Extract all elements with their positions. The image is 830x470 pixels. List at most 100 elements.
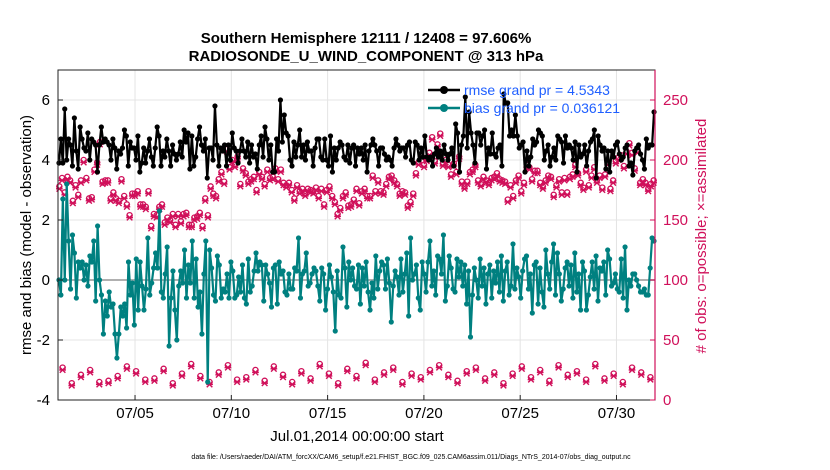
bias-point	[249, 283, 255, 289]
bias-point	[560, 286, 566, 292]
obs-assimilated-point	[412, 172, 420, 179]
rmse-point	[297, 127, 303, 133]
rmse-point	[320, 157, 326, 163]
rmse-point	[376, 163, 382, 169]
bias-point	[411, 271, 418, 277]
obs-low-assimilated-point	[68, 382, 76, 389]
rmse-point	[512, 112, 518, 118]
rmse-point	[641, 166, 648, 172]
rmse-point	[429, 163, 436, 169]
rmse-point	[428, 154, 434, 160]
bias-point	[574, 289, 580, 295]
obs-assimilated-point	[388, 174, 395, 182]
obs-assimilated-point	[609, 179, 617, 187]
rmse-point	[191, 163, 197, 169]
rmse-point	[119, 145, 126, 151]
rmse-point	[410, 160, 416, 166]
bias-point	[554, 250, 561, 256]
rmse-point	[480, 133, 486, 139]
bias-point	[326, 262, 333, 268]
x-tick-label: 07/25	[501, 405, 539, 422]
bias-point	[452, 289, 458, 295]
bias-point	[593, 253, 599, 259]
rmse-point	[370, 136, 376, 142]
rmse-point	[547, 163, 553, 169]
obs-low-assimilated-point	[298, 370, 305, 377]
obs-assimilated-point	[642, 181, 649, 189]
bias-point	[77, 265, 83, 271]
bias-point	[106, 289, 112, 295]
bias-point	[406, 313, 412, 319]
rmse-point	[356, 151, 362, 157]
obs-assimilated-point	[461, 185, 468, 193]
bias-point	[284, 292, 290, 298]
rmse-point	[198, 142, 205, 148]
obs-assimilated-point	[436, 132, 444, 140]
bias-point	[199, 331, 205, 337]
obs-low-assimilated-point	[399, 381, 406, 388]
rmse-point	[593, 175, 599, 181]
obs-low-assimilated-point	[261, 379, 269, 387]
rmse-point	[252, 151, 258, 157]
bias-point	[394, 274, 400, 280]
rmse-point	[487, 151, 493, 157]
obs-assimilated-point	[74, 193, 82, 201]
obs-assimilated-point	[620, 165, 628, 172]
obs-assimilated-point	[239, 167, 247, 175]
obs-low-assimilated-point	[601, 377, 608, 385]
bias-point	[110, 301, 116, 307]
obs-assimilated-point	[261, 183, 269, 190]
rmse-point	[117, 151, 124, 157]
obs-assimilated-point	[55, 185, 63, 193]
bias-point	[226, 295, 232, 301]
rmse-point	[441, 142, 447, 148]
obs-assimilated-point	[231, 163, 239, 171]
bias-point	[458, 259, 464, 265]
rmse-point	[150, 163, 156, 169]
bias-point	[527, 271, 533, 277]
bias-point	[589, 259, 595, 265]
bias-point	[207, 247, 213, 253]
rmse-point	[69, 163, 76, 169]
obs-assimilated-point	[83, 177, 90, 184]
bias-point	[350, 265, 356, 271]
rmse-point	[580, 151, 586, 157]
bias-point	[137, 259, 143, 265]
bias-point	[164, 244, 170, 250]
rmse-point	[526, 163, 532, 169]
obs-assimilated-point	[291, 197, 298, 205]
rmse-point	[447, 151, 453, 157]
rmse-point	[422, 133, 428, 139]
obs-assimilated-point	[196, 211, 204, 219]
obs-assimilated-point	[285, 181, 293, 189]
bias-point	[572, 250, 578, 256]
bias-point	[135, 307, 141, 313]
bias-point	[465, 268, 472, 274]
bias-point	[208, 265, 215, 271]
bias-point	[535, 301, 541, 307]
obs-low-assimilated-point	[316, 363, 324, 370]
obs-low-assimilated-point	[151, 377, 158, 385]
bias-point	[610, 280, 617, 286]
obs-assimilated-point	[553, 184, 560, 191]
bias-point	[479, 283, 485, 289]
rmse-point	[568, 145, 574, 151]
rmse-point	[570, 157, 576, 163]
bias-point	[469, 292, 476, 298]
bias-point	[581, 268, 588, 274]
rmse-point	[299, 154, 305, 160]
bias-point	[496, 289, 503, 295]
bias-point	[377, 268, 383, 274]
bias-point	[162, 271, 168, 277]
obs-assimilated-point	[477, 183, 485, 190]
obs-low-assimilated-point	[546, 379, 553, 387]
bias-point	[346, 259, 352, 265]
bias-point	[359, 265, 365, 271]
legend-bias-label: bias grand pr = 0.036121	[464, 100, 620, 116]
bias-point	[462, 262, 468, 268]
rmse-point	[449, 145, 455, 151]
bias-point	[367, 307, 373, 313]
rmse-point	[291, 139, 297, 145]
rmse-point	[543, 148, 549, 154]
bias-point	[149, 280, 155, 286]
